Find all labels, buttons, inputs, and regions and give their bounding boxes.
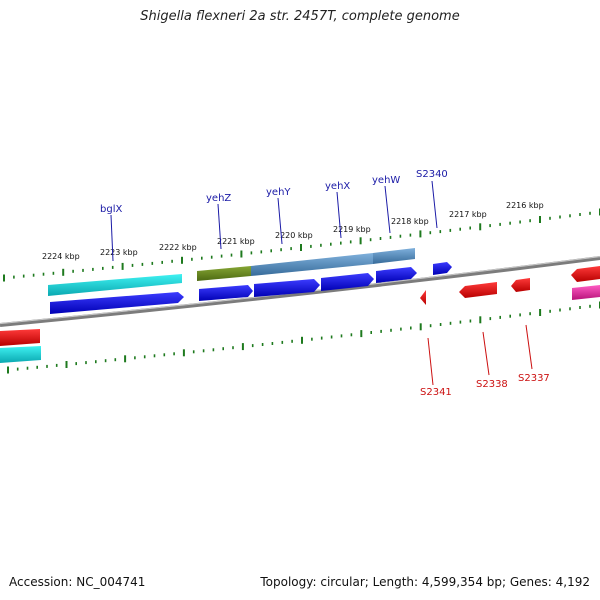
gene-track-lower <box>0 266 600 363</box>
gene-yehW <box>376 267 417 283</box>
scale-label: 2220 kbp <box>275 231 313 240</box>
scale-label: 2222 kbp <box>159 243 197 252</box>
scale-labels: 2224 kbp 2223 kbp 2222 kbp 2221 kbp 2220… <box>42 201 544 261</box>
feature-cyan <box>48 274 182 296</box>
feature-track-upper <box>48 248 415 296</box>
gene-left-edge <box>0 329 40 346</box>
gene-right-edge <box>571 266 600 282</box>
gene-S2338 <box>459 282 497 298</box>
gene-label: S2341 <box>420 387 452 398</box>
genome-summary-text: Topology: circular; Length: 4,599,354 bp… <box>260 575 590 589</box>
scale-label: 2217 kbp <box>449 210 487 219</box>
feature-cyan-left <box>0 346 41 363</box>
label-leaders <box>110 180 533 386</box>
gene-S2341 <box>420 290 426 305</box>
gene-label: yehY <box>266 187 291 198</box>
gene-label: yehZ <box>206 193 231 204</box>
gene-label: yehW <box>372 175 400 186</box>
gene-yehX <box>321 273 374 291</box>
gene-S2337 <box>511 278 530 292</box>
gene-label: yehX <box>325 181 350 192</box>
scale-label: 2218 kbp <box>391 217 429 226</box>
scale-ticks-lower <box>7 301 600 374</box>
gene-label: S2338 <box>476 379 508 390</box>
gene-S2340 <box>433 262 452 275</box>
gene-label: S2340 <box>416 169 448 180</box>
feature-steel <box>251 253 373 276</box>
genome-backbone <box>0 256 600 327</box>
gene-label: bglX <box>100 204 122 215</box>
scale-label: 2223 kbp <box>100 248 138 257</box>
map-title: Shigella flexneri 2a str. 2457T, complet… <box>140 9 460 24</box>
scale-label: 2224 kbp <box>42 252 80 261</box>
gene-yehZ <box>199 285 253 301</box>
scale-label: 2221 kbp <box>217 237 255 246</box>
scale-label: 2219 kbp <box>333 225 371 234</box>
feature-steel <box>373 248 415 264</box>
feature-olive <box>197 266 251 281</box>
gene-yehY <box>254 279 320 297</box>
scale-ticks-upper <box>3 208 600 282</box>
gene-track-upper <box>50 262 452 314</box>
gene-bglX <box>50 292 184 314</box>
gene-label: S2337 <box>518 373 550 384</box>
feature-magenta-right <box>572 285 600 300</box>
gene-labels-upper: bglX yehZ yehY yehX yehW S2340 <box>100 169 448 215</box>
accession-text: Accession: NC_004741 <box>9 575 146 589</box>
gene-labels-lower: S2341 S2338 S2337 <box>420 373 550 398</box>
scale-label: 2216 kbp <box>506 201 544 210</box>
